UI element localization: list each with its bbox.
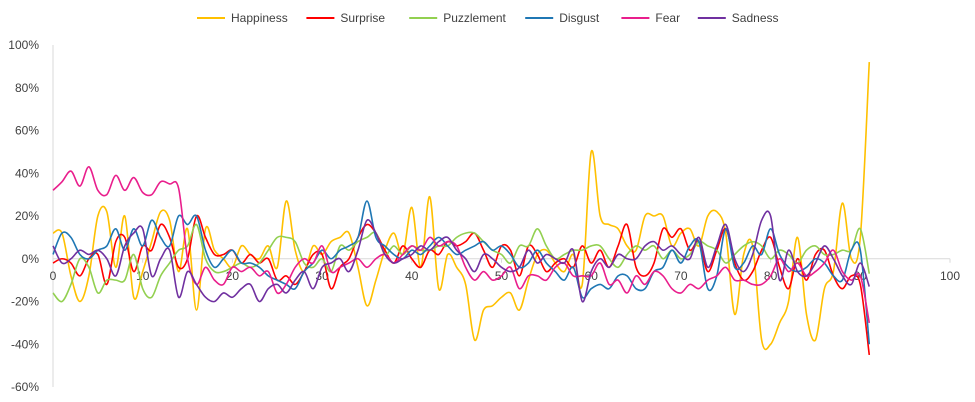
y-tick-label: 80%: [15, 81, 39, 95]
y-axis: 100% 80% 60% 40% 20% 0% -20% -40% -60%: [8, 38, 54, 394]
legend-label-puzzlement: Puzzlement: [443, 11, 506, 25]
x-tick-label: 70: [674, 269, 688, 283]
y-tick-label: -40%: [11, 337, 39, 351]
y-tick-label: -20%: [11, 295, 39, 309]
y-tick-label: 0%: [22, 252, 40, 266]
series-line-disgust: [52, 200, 871, 345]
legend-label-fear: Fear: [655, 11, 680, 25]
y-tick-label: 100%: [8, 38, 39, 52]
x-tick-label: 0: [50, 269, 57, 283]
y-tick-label: -60%: [11, 380, 39, 394]
series-line-sadness: [52, 210, 871, 303]
y-tick-label: 60%: [15, 124, 39, 138]
legend-label-happiness: Happiness: [231, 11, 288, 25]
legend-label-disgust: Disgust: [559, 11, 600, 25]
plot-area: [52, 62, 871, 356]
x-tick-label: 100: [940, 269, 960, 283]
y-tick-label: 40%: [15, 166, 39, 180]
x-tick-label: 40: [405, 269, 419, 283]
series-line-puzzlement: [52, 223, 871, 303]
legend-label-surprise: Surprise: [340, 11, 385, 25]
legend: Happiness Surprise Puzzlement Disgust Fear Sa…: [197, 11, 779, 25]
y-tick-label: 20%: [15, 209, 39, 223]
series-line-surprise: [52, 214, 871, 356]
series-line-happiness: [52, 62, 871, 351]
legend-label-sadness: Sadness: [732, 11, 779, 25]
